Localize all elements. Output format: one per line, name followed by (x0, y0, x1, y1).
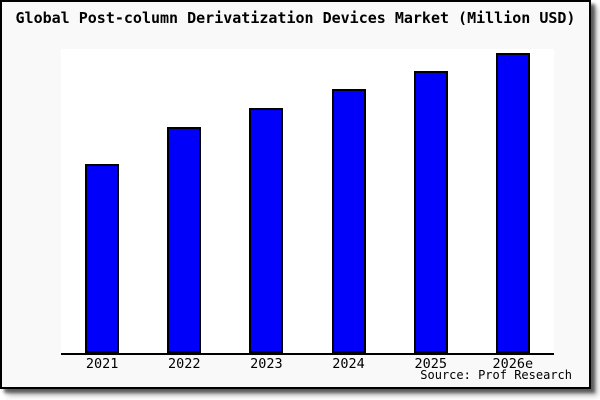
x-tick-label-2026e: 2026e (492, 356, 534, 372)
chart-panel: Global Post-column Derivatization Device… (0, 0, 591, 389)
bar-2025 (413, 71, 448, 353)
x-tick-label-2025: 2025 (414, 356, 447, 372)
chart-title: Global Post-column Derivatization Device… (15, 9, 576, 27)
x-tick-label-2023: 2023 (250, 356, 283, 372)
x-axis-tick-labels: 2021 2022 2023 2024 2025 2026e (61, 356, 554, 372)
source-note: Source: Prof Research (420, 368, 572, 382)
x-tick-label-2024: 2024 (332, 356, 365, 372)
bar-2023 (249, 107, 284, 353)
x-tick-label-2021: 2021 (85, 356, 119, 372)
bar-2022 (167, 127, 202, 353)
bar-2021 (85, 164, 120, 353)
plot-area (61, 49, 554, 355)
x-tick-label-2022: 2022 (167, 356, 201, 372)
bar-2024 (331, 89, 366, 353)
bar-2026e (495, 53, 530, 353)
